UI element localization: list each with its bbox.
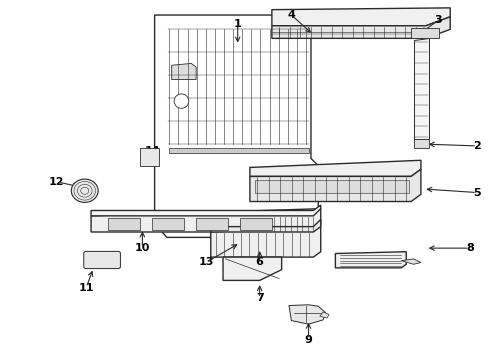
Text: 9: 9	[305, 334, 313, 345]
Text: 1: 1	[234, 19, 242, 29]
Polygon shape	[211, 220, 321, 232]
Text: 4: 4	[288, 10, 295, 20]
Text: 3: 3	[434, 15, 442, 26]
Text: 6: 6	[256, 257, 264, 267]
Bar	[152, 219, 184, 230]
Polygon shape	[91, 205, 321, 216]
Ellipse shape	[174, 94, 189, 108]
Polygon shape	[414, 39, 429, 139]
Text: 11: 11	[78, 283, 94, 293]
Polygon shape	[401, 259, 421, 264]
Polygon shape	[91, 209, 321, 232]
Text: 7: 7	[256, 293, 264, 303]
Text: 8: 8	[466, 243, 474, 253]
Polygon shape	[250, 169, 421, 202]
Polygon shape	[272, 17, 450, 39]
Bar	[108, 219, 140, 230]
Bar	[240, 219, 272, 230]
FancyBboxPatch shape	[84, 251, 121, 269]
Text: 12: 12	[49, 177, 65, 187]
Polygon shape	[335, 252, 406, 268]
Polygon shape	[155, 15, 318, 237]
Polygon shape	[320, 312, 329, 318]
Polygon shape	[223, 257, 282, 280]
Polygon shape	[169, 148, 309, 153]
Text: 2: 2	[473, 141, 481, 151]
Polygon shape	[211, 226, 321, 257]
Bar	[411, 28, 440, 39]
Polygon shape	[289, 305, 326, 324]
Text: 13: 13	[198, 257, 214, 267]
Polygon shape	[250, 160, 421, 176]
Ellipse shape	[72, 179, 98, 202]
Text: 5: 5	[473, 188, 481, 198]
Bar	[414, 139, 429, 148]
Bar	[140, 148, 159, 166]
Polygon shape	[272, 8, 450, 26]
Polygon shape	[167, 223, 311, 230]
Polygon shape	[172, 63, 196, 80]
Bar	[196, 219, 228, 230]
Text: 10: 10	[135, 243, 150, 253]
Text: 14: 14	[145, 146, 160, 156]
Polygon shape	[255, 180, 409, 193]
